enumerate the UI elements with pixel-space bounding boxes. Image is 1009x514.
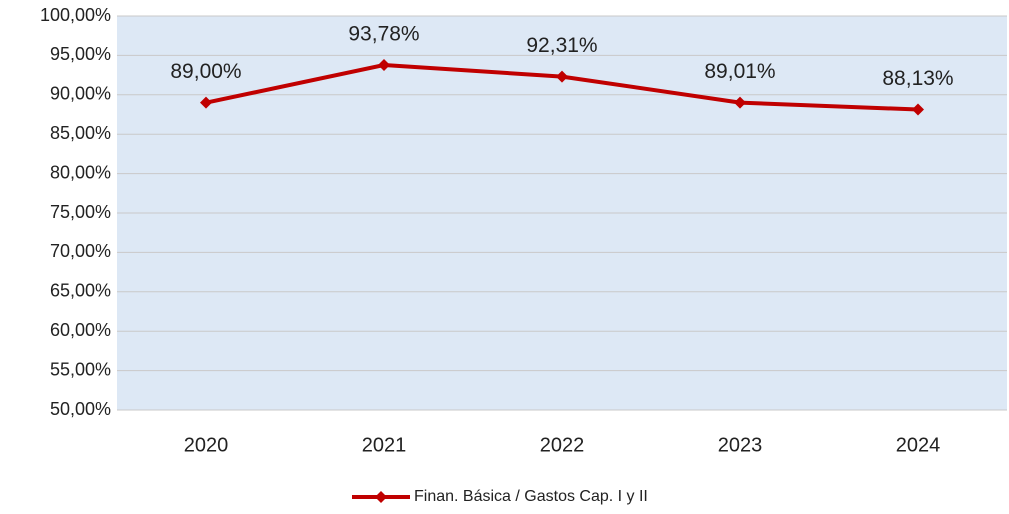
marker bbox=[912, 103, 924, 116]
y-tick-label: 90,00% bbox=[50, 84, 111, 104]
x-tick-label: 2020 bbox=[184, 434, 229, 456]
x-tick-label: 2024 bbox=[896, 434, 941, 456]
y-tick-label: 75,00% bbox=[50, 202, 111, 222]
y-tick-label: 80,00% bbox=[50, 162, 111, 182]
data-label: 89,01% bbox=[704, 60, 775, 83]
y-tick-label: 65,00% bbox=[50, 281, 111, 301]
y-tick-label: 85,00% bbox=[50, 123, 111, 143]
legend-label: Finan. Básica / Gastos Cap. I y II bbox=[414, 488, 648, 505]
y-tick-label: 50,00% bbox=[50, 399, 111, 419]
y-tick-label: 100,00% bbox=[40, 5, 111, 25]
data-label: 93,78% bbox=[348, 23, 419, 46]
marker bbox=[200, 96, 212, 109]
data-label: 89,00% bbox=[170, 60, 241, 83]
y-tick-label: 55,00% bbox=[50, 359, 111, 379]
data-label: 88,13% bbox=[882, 67, 953, 90]
marker bbox=[734, 96, 746, 109]
x-tick-label: 2023 bbox=[718, 434, 763, 456]
data-label: 92,31% bbox=[526, 34, 597, 57]
y-tick-label: 95,00% bbox=[50, 44, 111, 64]
y-tick-label: 60,00% bbox=[50, 320, 111, 340]
marker bbox=[378, 59, 390, 72]
x-tick-label: 2022 bbox=[540, 434, 585, 456]
marker bbox=[556, 70, 568, 83]
x-tick-label: 2021 bbox=[362, 434, 407, 456]
legend-marker bbox=[375, 491, 387, 503]
y-tick-label: 70,00% bbox=[50, 241, 111, 261]
